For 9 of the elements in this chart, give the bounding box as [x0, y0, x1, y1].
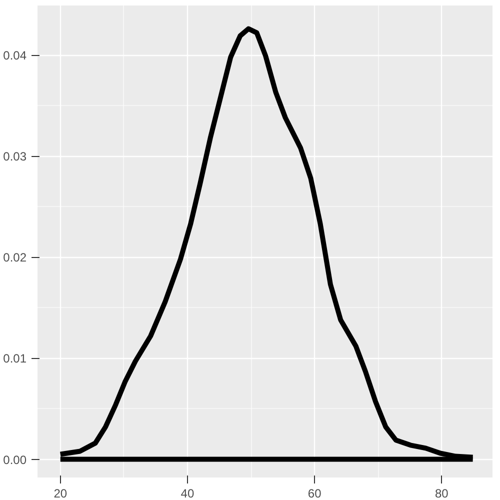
- y-tick-label: 0.00: [3, 452, 27, 467]
- x-tick-label: 80: [434, 486, 449, 500]
- x-tick-label: 60: [308, 486, 322, 500]
- y-tick-label: 0.04: [3, 48, 27, 63]
- y-tick-label: 0.01: [3, 352, 27, 366]
- x-tick-label: 20: [54, 486, 68, 500]
- y-tick-label: 0.02: [3, 250, 27, 265]
- x-tick-label: 40: [180, 486, 194, 500]
- y-tick-label: 0.03: [3, 150, 27, 164]
